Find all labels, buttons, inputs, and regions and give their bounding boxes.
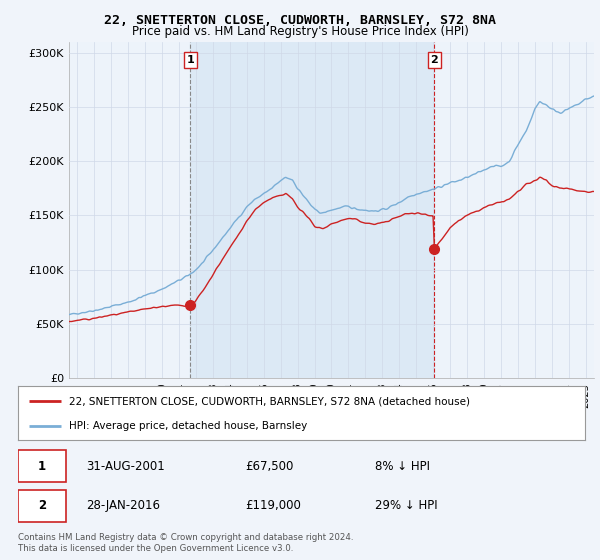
Text: 2: 2 bbox=[431, 55, 439, 65]
Bar bbox=[190, 42, 434, 378]
Text: 8% ↓ HPI: 8% ↓ HPI bbox=[375, 460, 430, 473]
FancyBboxPatch shape bbox=[18, 450, 66, 482]
Text: 28-JAN-2016: 28-JAN-2016 bbox=[86, 499, 160, 512]
Text: 1: 1 bbox=[187, 55, 194, 65]
Text: 22, SNETTERTON CLOSE, CUDWORTH, BARNSLEY, S72 8NA (detached house): 22, SNETTERTON CLOSE, CUDWORTH, BARNSLEY… bbox=[69, 396, 470, 407]
Text: 22, SNETTERTON CLOSE, CUDWORTH, BARNSLEY, S72 8NA: 22, SNETTERTON CLOSE, CUDWORTH, BARNSLEY… bbox=[104, 14, 496, 27]
Text: £119,000: £119,000 bbox=[245, 499, 301, 512]
Text: £67,500: £67,500 bbox=[245, 460, 293, 473]
Text: HPI: Average price, detached house, Barnsley: HPI: Average price, detached house, Barn… bbox=[69, 421, 307, 431]
Text: 1: 1 bbox=[38, 460, 46, 473]
Text: 2: 2 bbox=[38, 499, 46, 512]
Text: Price paid vs. HM Land Registry's House Price Index (HPI): Price paid vs. HM Land Registry's House … bbox=[131, 25, 469, 38]
FancyBboxPatch shape bbox=[18, 489, 66, 522]
Text: Contains HM Land Registry data © Crown copyright and database right 2024.
This d: Contains HM Land Registry data © Crown c… bbox=[18, 533, 353, 553]
Text: 29% ↓ HPI: 29% ↓ HPI bbox=[375, 499, 438, 512]
Text: 31-AUG-2001: 31-AUG-2001 bbox=[86, 460, 165, 473]
